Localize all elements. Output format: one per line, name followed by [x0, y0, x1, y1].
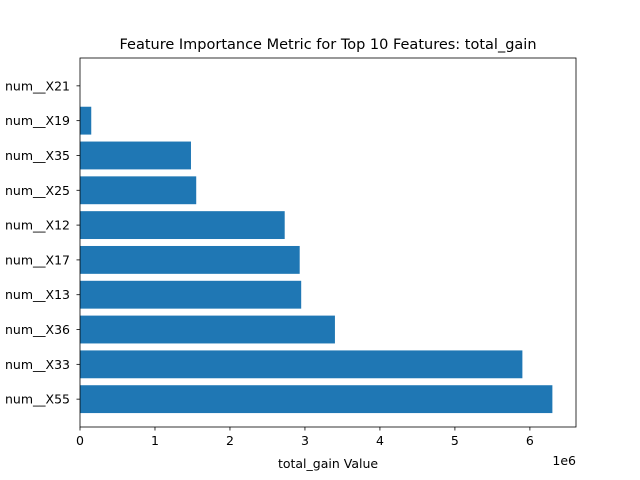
y-tick-label: num__X55: [5, 392, 70, 407]
x-tick-label: 5: [451, 433, 459, 448]
y-tick-label: num__X17: [5, 252, 70, 267]
y-tick-label: num__X25: [5, 183, 70, 198]
bar-num__X55: [80, 385, 553, 414]
y-tick-labels: num__X55 num__X33 num__X36 num__X13 num__X17…: [5, 78, 80, 407]
x-tick-label: 6: [526, 433, 534, 448]
axes-frame: [79, 57, 577, 428]
y-tick-label: num__X19: [5, 113, 70, 128]
y-tick-label: num__X33: [5, 357, 70, 372]
x-tick-label: 4: [376, 433, 384, 448]
bar-num__X12: [80, 211, 285, 240]
bar-num__X13: [80, 280, 302, 309]
bar-num__X19: [80, 106, 92, 135]
x-ticks: 0 1 2 3 4 5 6: [76, 427, 534, 448]
y-tick-label: num__X35: [5, 148, 70, 163]
x-axis-offset-label: 1e6: [552, 453, 576, 468]
bar-num__X36: [80, 315, 335, 344]
x-tick-label: 1: [151, 433, 159, 448]
bar-num__X25: [80, 176, 197, 205]
y-tick-label: num__X21: [5, 78, 70, 93]
bar-num__X33: [80, 350, 523, 379]
x-tick-label: 0: [76, 433, 84, 448]
x-axis-label: total_gain Value: [278, 456, 378, 471]
y-tick-label: num__X12: [5, 218, 70, 233]
bars-layer: [80, 106, 553, 414]
chart-title: Feature Importance Metric for Top 10 Fea…: [119, 37, 536, 53]
x-tick-label: 3: [301, 433, 309, 448]
x-tick-label: 2: [226, 433, 234, 448]
y-tick-label: num__X13: [5, 287, 70, 302]
bar-num__X17: [80, 245, 300, 274]
y-tick-label: num__X36: [5, 322, 70, 337]
bar-num__X35: [80, 141, 191, 170]
